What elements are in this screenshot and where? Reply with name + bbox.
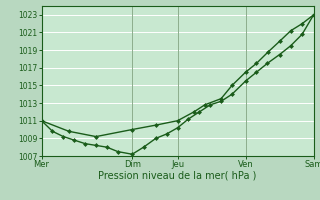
X-axis label: Pression niveau de la mer( hPa ): Pression niveau de la mer( hPa ) [99, 171, 257, 181]
